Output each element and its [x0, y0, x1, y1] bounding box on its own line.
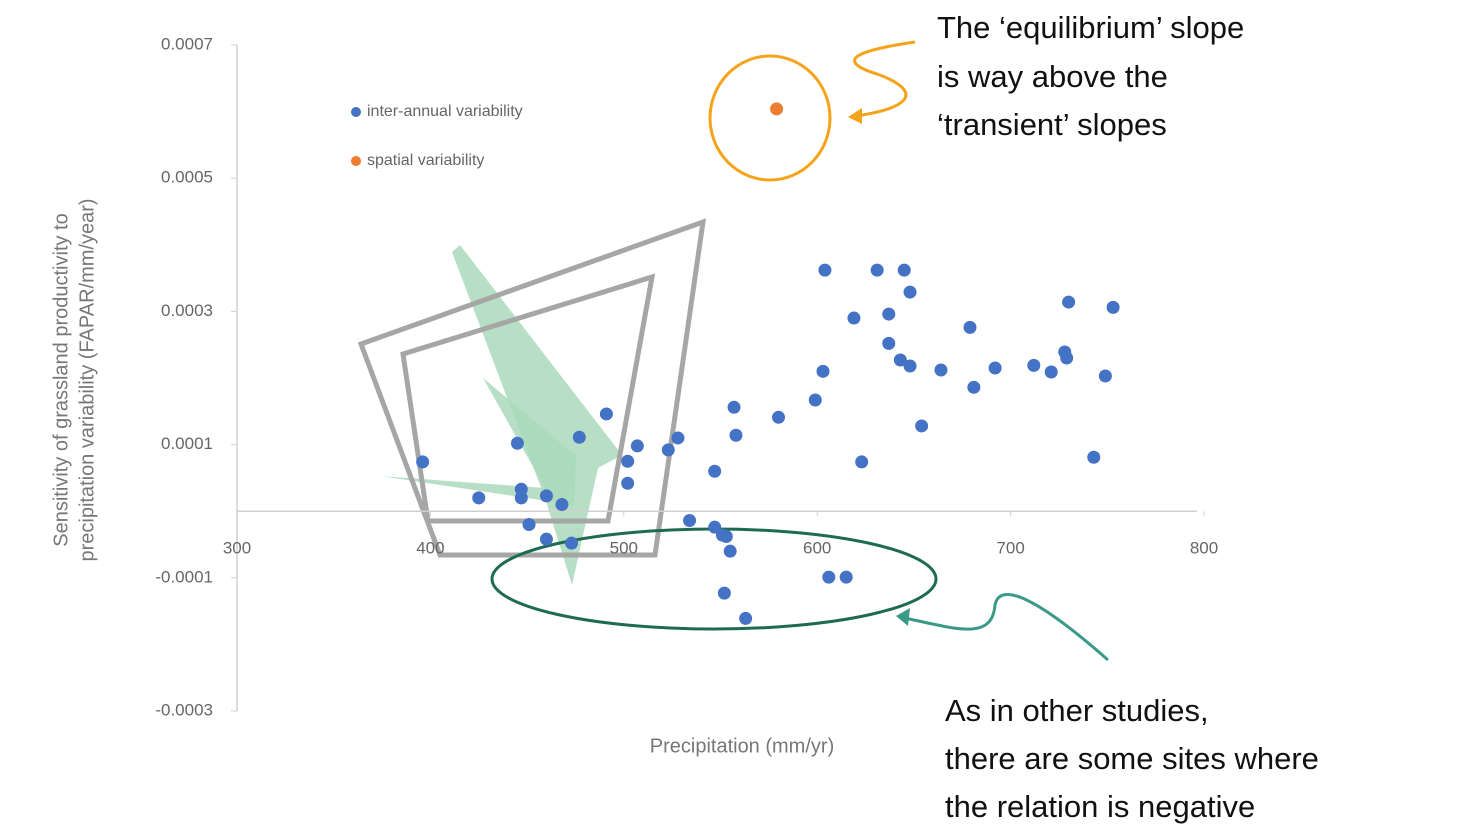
data-point [683, 514, 697, 528]
data-point [934, 363, 948, 377]
annotation: there are some sites where [945, 741, 1319, 776]
data-point [822, 570, 836, 584]
data-point [621, 476, 635, 490]
outline-shape [357, 218, 707, 558]
data-point [915, 419, 929, 433]
y-tick-label: 0.0007 [161, 34, 213, 53]
data-point [897, 263, 911, 277]
data-point [565, 536, 579, 550]
data-point [1027, 358, 1041, 372]
callout-arrow [904, 593, 1109, 662]
data-point [539, 532, 553, 546]
data-point [1044, 365, 1058, 379]
data-point [539, 489, 553, 503]
data-point [1062, 295, 1076, 309]
data-point [1098, 369, 1112, 383]
data-point [630, 439, 644, 453]
decorations [357, 40, 1109, 662]
arrow-head [896, 608, 910, 626]
data-point [808, 393, 822, 407]
x-tick-label: 600 [803, 539, 831, 558]
y-tick-label: -0.0003 [155, 700, 213, 719]
data-point [416, 455, 430, 469]
legend-marker [351, 107, 361, 117]
data-point [818, 263, 832, 277]
data-point [717, 586, 731, 600]
data-point [903, 359, 917, 373]
y-tick-label: -0.0001 [155, 567, 213, 586]
callout-circle [708, 54, 832, 182]
data-point [599, 407, 613, 421]
data-point [661, 443, 675, 457]
y-tick-label: 0.0001 [161, 434, 213, 453]
data-point [772, 410, 786, 424]
y-tick-label: 0.0005 [161, 168, 213, 187]
annotation: is way above the [937, 59, 1168, 94]
data-point [855, 455, 869, 469]
x-tick-label: 800 [1190, 539, 1218, 558]
x-tick-label: 700 [996, 539, 1024, 558]
callout-ellipse [490, 527, 938, 631]
data-point [708, 464, 722, 478]
x-axis-title: Precipitation (mm/yr) [650, 735, 834, 757]
x-tick-label: 500 [610, 539, 638, 558]
data-point [719, 530, 733, 544]
data-point [1060, 351, 1074, 365]
data-point [472, 491, 486, 505]
data-point [739, 611, 753, 625]
legend-marker [351, 156, 361, 166]
annotation: ‘transient’ slopes [937, 107, 1167, 142]
data-point [893, 353, 907, 367]
y-axis-title: precipitation variability (FAPAR/mm/year… [76, 198, 98, 561]
data-point [1106, 300, 1120, 314]
data-point [723, 544, 737, 558]
callout-arrow [853, 40, 916, 118]
annotation: As in other studies, [945, 693, 1209, 728]
arrow-head [848, 108, 862, 124]
data-point [816, 364, 830, 378]
data-point [839, 570, 853, 584]
x-tick-label: 300 [223, 539, 251, 558]
data-point [882, 307, 896, 321]
data-point [572, 430, 586, 444]
data-point [727, 400, 741, 414]
data-point [510, 436, 524, 450]
data-point [770, 102, 784, 116]
y-axis-title-group: Sensitivity of grassland productivity to… [50, 198, 98, 561]
data-point [847, 311, 861, 325]
y-tick-label: 0.0003 [161, 301, 213, 320]
data-point [988, 361, 1002, 375]
highlight-shape [452, 245, 622, 585]
data-point [621, 454, 635, 468]
x-tick-label: 400 [416, 539, 444, 558]
annotation: the relation is negative [945, 789, 1255, 824]
data-point [963, 320, 977, 334]
legend-label: spatial variability [367, 152, 484, 169]
y-axis-title: Sensitivity of grassland productivity to [50, 213, 72, 547]
data-point [1087, 450, 1101, 464]
highlight-shape [380, 378, 576, 505]
data-point [903, 285, 917, 299]
data-point [870, 263, 884, 277]
data-point [514, 491, 528, 505]
data-point [967, 380, 981, 394]
data-point [729, 428, 743, 442]
data-point [522, 518, 536, 532]
data-point [671, 431, 685, 445]
data-point [555, 498, 569, 512]
data-point [708, 520, 722, 534]
legend-label: inter-annual variability [367, 103, 523, 120]
annotation: The ‘equilibrium’ slope [937, 10, 1244, 45]
data-point [882, 336, 896, 350]
